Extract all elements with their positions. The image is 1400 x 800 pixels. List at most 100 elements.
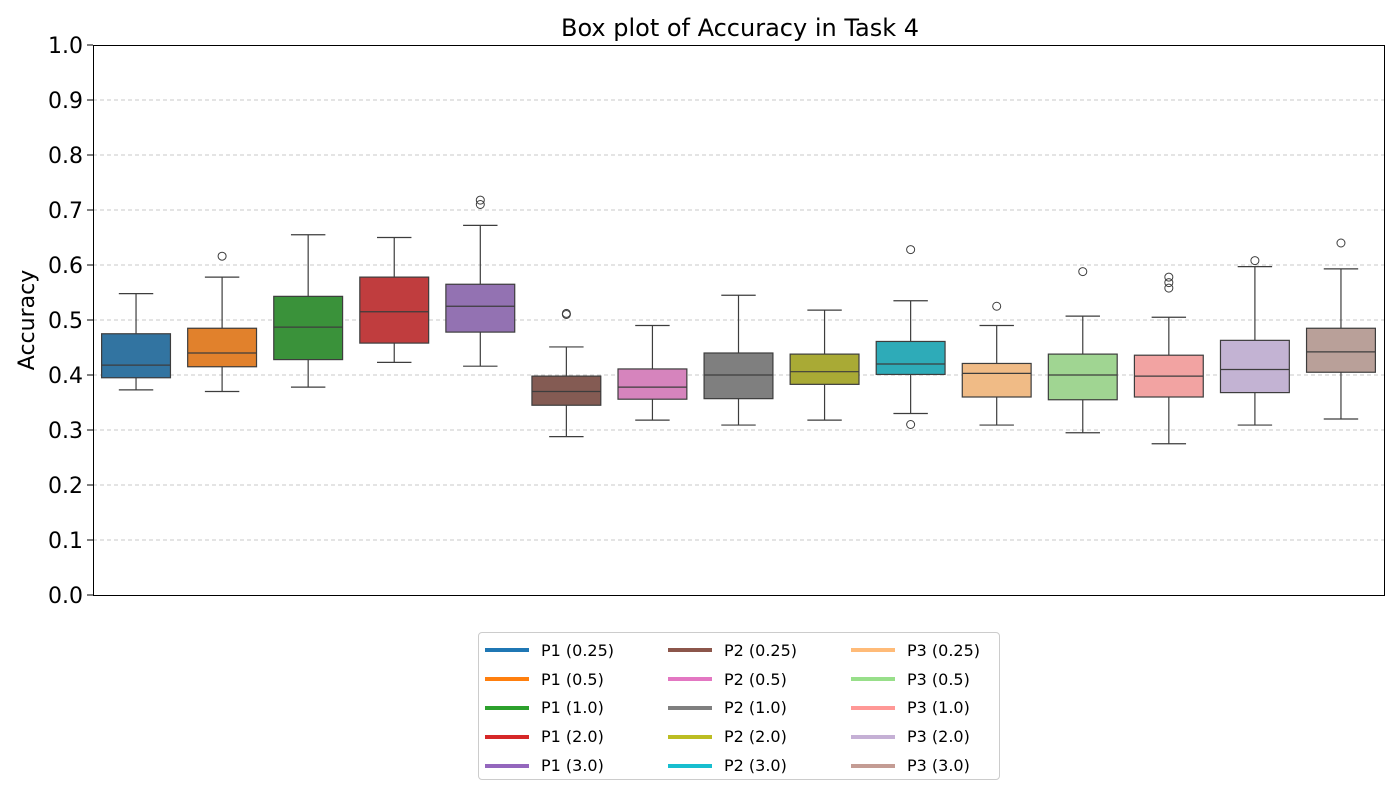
box-body [961, 362, 1032, 398]
y-tick-label: 0.2 [48, 474, 83, 499]
box-layer [101, 195, 1376, 445]
outlier-point [992, 301, 1002, 311]
y-tick-label: 0.3 [48, 419, 83, 444]
legend-swatch [668, 677, 712, 682]
box-1 [101, 293, 172, 391]
y-tick-label: 0.8 [48, 144, 83, 169]
y-tick-label: 0.4 [48, 364, 83, 389]
box-14 [1219, 256, 1290, 426]
box-body [789, 353, 860, 385]
legend-label: P1 (0.5) [541, 669, 604, 689]
outlier-point [1164, 283, 1174, 293]
box-body [187, 327, 258, 368]
box-body [101, 333, 172, 379]
legend-item: P3 (0.25) [851, 636, 1001, 665]
box-15 [1305, 238, 1376, 420]
legend-label: P2 (3.0) [724, 756, 787, 776]
box-12 [1047, 267, 1118, 434]
legend-swatch [485, 677, 529, 682]
legend-label: P1 (2.0) [541, 727, 604, 747]
box-4 [359, 236, 430, 363]
legend-label: P2 (1.0) [724, 698, 787, 718]
legend-item: P1 (3.0) [485, 751, 668, 780]
legend-item: P2 (0.25) [668, 636, 851, 665]
legend-label: P3 (0.25) [907, 640, 981, 660]
legend-label: P2 (2.0) [724, 727, 787, 747]
outlier-point [906, 420, 916, 429]
y-axis-ticks: 0.0 0.1 0.2 0.3 0.4 0.5 0.6 0.7 0.8 0.9 1.0 [48, 34, 93, 609]
legend-label: P2 (0.5) [724, 669, 787, 689]
legend-item: P3 (1.0) [851, 694, 1001, 723]
box-11 [961, 301, 1032, 426]
legend-swatch [485, 705, 529, 710]
box-body [617, 368, 688, 400]
box-body [359, 276, 430, 344]
box-body [1219, 339, 1290, 394]
legend-label: P1 (0.25) [541, 640, 615, 660]
box-8 [703, 294, 774, 426]
box-body [703, 352, 774, 400]
legend-item: P2 (3.0) [668, 751, 851, 780]
legend-label: P1 (3.0) [541, 756, 604, 776]
legend-swatch [851, 705, 895, 710]
outlier-point [1164, 272, 1174, 282]
legend-swatch [851, 677, 895, 682]
legend-swatch [668, 648, 712, 653]
y-tick-label: 0.7 [48, 199, 83, 224]
y-tick-label: 0.6 [48, 254, 83, 279]
box-body [1047, 353, 1118, 401]
legend-swatch [668, 705, 712, 710]
legend-item: P1 (0.25) [485, 636, 668, 665]
y-tick-label: 0.0 [48, 584, 83, 609]
box-2 [187, 251, 258, 393]
legend-item: P3 (2.0) [851, 722, 1001, 751]
outlier-point [1336, 238, 1346, 248]
y-tick-label: 0.1 [48, 529, 83, 554]
outlier-point [906, 245, 916, 255]
box-13 [1133, 272, 1204, 445]
box-body [1305, 327, 1376, 373]
box-body [273, 295, 344, 361]
legend-swatch [668, 734, 712, 739]
box-7 [617, 324, 688, 421]
box-body [531, 375, 602, 406]
legend-item: P2 (1.0) [668, 694, 851, 723]
legend-label: P2 (0.25) [724, 640, 798, 660]
legend-swatch [851, 763, 895, 768]
outlier-point [475, 200, 485, 209]
box-6 [531, 308, 602, 438]
y-tick-label: 1.0 [48, 34, 83, 59]
plot-area-frame [93, 45, 1385, 596]
legend-swatch [485, 734, 529, 739]
outlier-point [561, 308, 571, 318]
y-tick-label: 0.9 [48, 89, 83, 114]
box-3 [273, 234, 344, 388]
legend-label: P3 (2.0) [907, 727, 970, 747]
outlier-point [1164, 278, 1174, 288]
outlier-point [475, 195, 485, 205]
outlier-point [1078, 267, 1088, 277]
legend-label: P3 (0.5) [907, 669, 970, 689]
outlier-point [217, 251, 227, 261]
legend-swatch [851, 734, 895, 739]
y-axis-label: Accuracy [15, 270, 40, 370]
legend-item: P1 (0.5) [485, 665, 668, 694]
box-body [875, 340, 946, 376]
chart-title: Box plot of Accuracy in Task 4 [561, 14, 919, 42]
box-9 [789, 309, 860, 421]
legend-item: P1 (2.0) [485, 722, 668, 751]
legend-label: P3 (1.0) [907, 698, 970, 718]
legend-label: P1 (1.0) [541, 698, 604, 718]
box-5 [445, 195, 516, 367]
legend: P1 (0.25) P1 (0.5) P1 (1.0) P1 (2.0) P1 (3.0… [478, 632, 1000, 780]
y-tick-label: 0.5 [48, 309, 83, 334]
box-body [445, 283, 516, 333]
legend-swatch [485, 763, 529, 768]
legend-item: P1 (1.0) [485, 694, 668, 723]
legend-label: P3 (3.0) [907, 756, 970, 776]
legend-swatch [485, 648, 529, 653]
legend-item: P3 (3.0) [851, 751, 1001, 780]
legend-swatch [851, 648, 895, 653]
legend-swatch [668, 763, 712, 768]
